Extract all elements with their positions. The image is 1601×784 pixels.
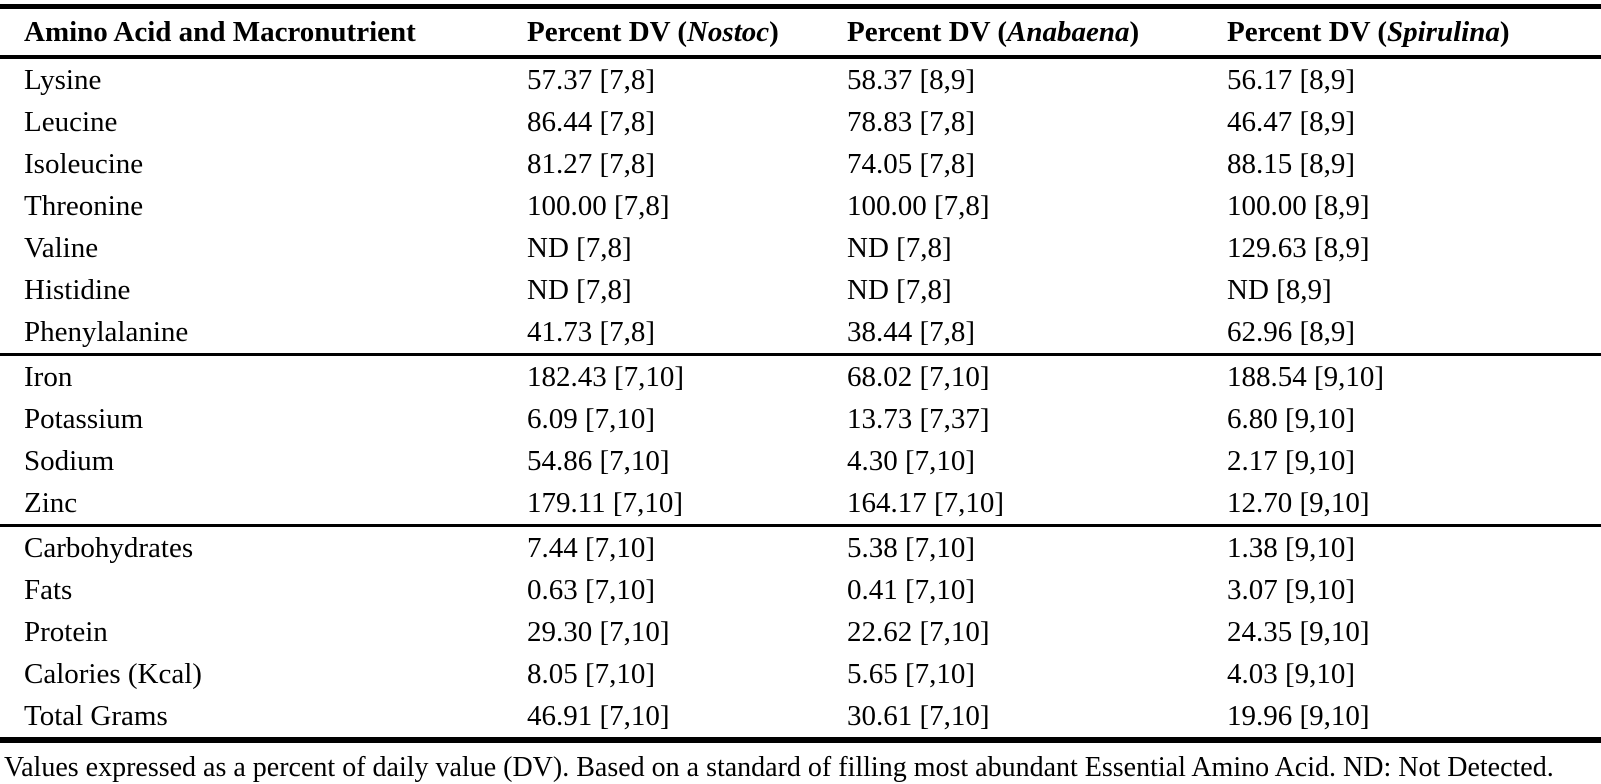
value-cell: 6.09 [7,10]	[527, 402, 656, 435]
value-cell: 78.83 [7,8]	[847, 105, 976, 138]
value-cell: 3.07 [9,10]	[1227, 573, 1356, 606]
value-cell: 5.65 [7,10]	[847, 657, 976, 690]
value-cell: 57.37 [7,8]	[527, 63, 656, 96]
value-cell: 74.05 [7,8]	[847, 147, 976, 180]
value-cell: 56.17 [8,9]	[1227, 63, 1356, 96]
value-cell: 8.05 [7,10]	[527, 657, 656, 690]
value-cell: 4.30 [7,10]	[847, 444, 976, 477]
value-cell: 100.00 [8,9]	[1227, 189, 1370, 222]
value-cell: 46.47 [8,9]	[1227, 105, 1356, 138]
table-row: Iron 182.43 [7,10] 68.02 [7,10] 188.54 [9,1…	[0, 353, 1601, 398]
value-cell: 0.41 [7,10]	[847, 573, 976, 606]
value-cell: 100.00 [7,8]	[527, 189, 670, 222]
table-row: Fats 0.63 [7,10] 0.41 [7,10] 3.07 [9,10]	[0, 569, 1601, 611]
column-header-spirulina: Percent DV (Spirulina)	[1227, 6, 1601, 59]
species-name-spirulina: Spirulina	[1386, 16, 1500, 48]
column-header-anabaena: Percent DV (Anabaena)	[847, 6, 1227, 59]
value-cell: 38.44 [7,8]	[847, 315, 976, 348]
row-label: Carbohydrates	[0, 524, 527, 569]
value-cell: ND [7,8]	[847, 273, 952, 306]
header-prefix: Percent DV (	[847, 16, 1007, 48]
table-row: Leucine 86.44 [7,8] 78.83 [7,8] 46.47 [8,9]	[0, 101, 1601, 143]
value-cell: 179.11 [7,10]	[527, 486, 683, 519]
value-cell: 41.73 [7,8]	[527, 315, 656, 348]
value-cell: 19.96 [9,10]	[1227, 695, 1601, 743]
value-cell: 13.73 [7,37]	[847, 402, 990, 435]
row-label: Histidine	[24, 273, 131, 306]
table-row: Potassium 6.09 [7,10] 13.73 [7,37] 6.80 [9,…	[0, 398, 1601, 440]
value-cell: 12.70 [9,10]	[1227, 486, 1370, 519]
value-cell: 100.00 [7,8]	[847, 189, 990, 222]
value-cell: 2.17 [9,10]	[1227, 444, 1356, 477]
row-label: Calories (Kcal)	[24, 657, 202, 690]
value-cell: 1.38 [9,10]	[1227, 524, 1601, 569]
row-label: Valine	[24, 231, 99, 264]
header-suffix: )	[769, 16, 779, 48]
table-row: Valine ND [7,8] ND [7,8] 129.63 [8,9]	[0, 227, 1601, 269]
table-row: Protein 29.30 [7,10] 22.62 [7,10] 24.35 [9,…	[0, 611, 1601, 653]
value-cell: ND [7,8]	[527, 231, 632, 264]
value-cell: ND [8,9]	[1227, 273, 1332, 306]
value-cell: 81.27 [7,8]	[527, 147, 656, 180]
table-row: Carbohydrates 7.44 [7,10] 5.38 [7,10] 1.38 …	[0, 524, 1601, 569]
value-cell: 4.03 [9,10]	[1227, 657, 1356, 690]
value-cell: 5.38 [7,10]	[847, 524, 1227, 569]
value-cell: 30.61 [7,10]	[847, 695, 1227, 743]
table-row: Calories (Kcal) 8.05 [7,10] 5.65 [7,10] 4.0…	[0, 653, 1601, 695]
column-header-amino-acid: Amino Acid and Macronutrient	[0, 6, 527, 59]
species-name-nostoc: Nostoc	[686, 16, 770, 48]
nutrient-comparison-table: Amino Acid and Macronutrient Percent DV …	[0, 4, 1601, 743]
value-cell: 62.96 [8,9]	[1227, 315, 1356, 348]
row-label: Leucine	[24, 105, 118, 138]
table-row: Phenylalanine 41.73 [7,8] 38.44 [7,8] 62.96…	[0, 311, 1601, 355]
table-footnote: Values expressed as a percent of daily v…	[4, 752, 1554, 783]
table-row: Lysine 57.37 [7,8] 58.37 [8,9] 56.17 [8,9]	[0, 57, 1601, 101]
table-row: Threonine 100.00 [7,8] 100.00 [7,8] 100.00 …	[0, 185, 1601, 227]
value-cell: 7.44 [7,10]	[527, 524, 847, 569]
row-label: Isoleucine	[24, 147, 144, 180]
value-cell: 54.86 [7,10]	[527, 444, 670, 477]
value-cell: ND [7,8]	[527, 273, 632, 306]
table-row: Histidine ND [7,8] ND [7,8] ND [8,9]	[0, 269, 1601, 311]
row-label: Total Grams	[0, 695, 527, 743]
row-label: Threonine	[24, 189, 144, 222]
value-cell: 24.35 [9,10]	[1227, 615, 1370, 648]
table-row: Zinc 179.11 [7,10] 164.17 [7,10] 12.70 [9,1…	[0, 482, 1601, 526]
value-cell: 6.80 [9,10]	[1227, 402, 1356, 435]
table-body: Lysine 57.37 [7,8] 58.37 [8,9] 56.17 [8,9] L…	[0, 57, 1601, 743]
value-cell: 182.43 [7,10]	[527, 353, 847, 398]
value-cell: 29.30 [7,10]	[527, 615, 670, 648]
row-label: Zinc	[24, 486, 78, 519]
row-label: Potassium	[24, 402, 144, 435]
value-cell: 129.63 [8,9]	[1227, 231, 1370, 264]
row-label: Protein	[24, 615, 108, 648]
row-label: Fats	[24, 573, 73, 606]
value-cell: 68.02 [7,10]	[847, 353, 1227, 398]
row-label: Iron	[0, 353, 527, 398]
header-prefix: Percent DV (	[1227, 16, 1387, 48]
value-cell: 46.91 [7,10]	[527, 695, 847, 743]
value-cell: 88.15 [8,9]	[1227, 147, 1356, 180]
value-cell: 58.37 [8,9]	[847, 63, 976, 96]
row-label: Sodium	[24, 444, 115, 477]
header-suffix: )	[1129, 16, 1140, 48]
header-row: Amino Acid and Macronutrient Percent DV …	[0, 6, 1601, 59]
value-cell: 164.17 [7,10]	[847, 486, 1005, 519]
value-cell: 86.44 [7,8]	[527, 105, 656, 138]
species-name-anabaena: Anabaena	[1006, 16, 1130, 48]
value-cell: 188.54 [9,10]	[1227, 353, 1601, 398]
column-header-nostoc: Percent DV (Nostoc)	[527, 6, 847, 59]
value-cell: ND [7,8]	[847, 231, 952, 264]
header-suffix: )	[1499, 16, 1510, 48]
table-row: Isoleucine 81.27 [7,8] 74.05 [7,8] 88.15 [8…	[0, 143, 1601, 185]
table-row: Total Grams 46.91 [7,10] 30.61 [7,10] 19.96…	[0, 695, 1601, 743]
header-prefix: Percent DV (	[527, 16, 687, 48]
table-row: Sodium 54.86 [7,10] 4.30 [7,10] 2.17 [9,10]	[0, 440, 1601, 482]
value-cell: 0.63 [7,10]	[527, 573, 656, 606]
row-label: Phenylalanine	[24, 315, 189, 348]
row-label: Lysine	[24, 63, 102, 96]
value-cell: 22.62 [7,10]	[847, 615, 990, 648]
